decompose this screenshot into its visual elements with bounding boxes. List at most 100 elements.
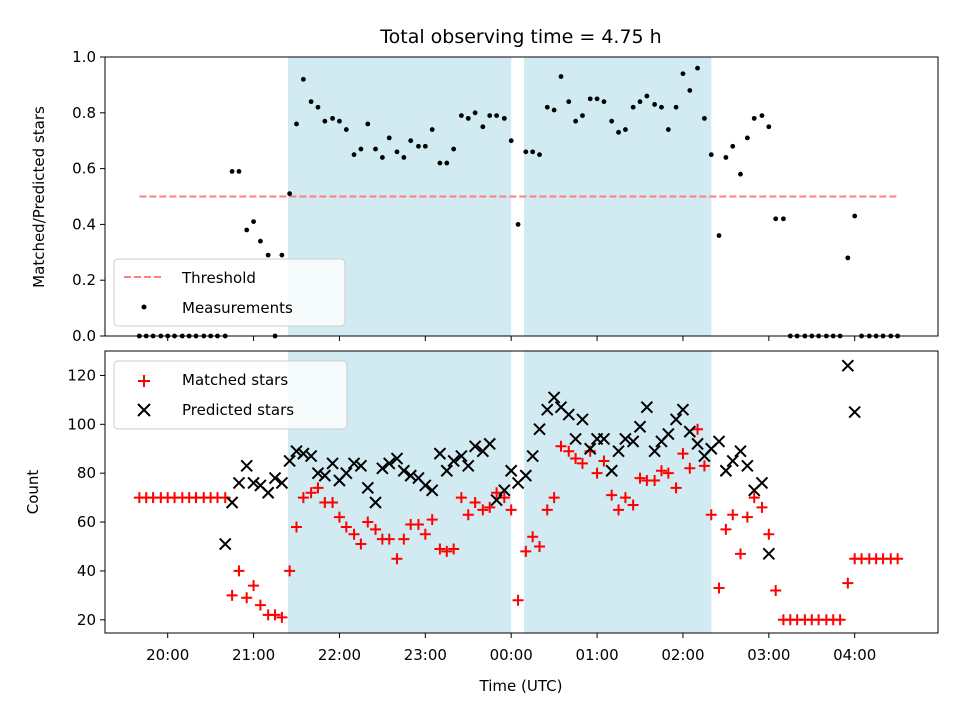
- matched-star-point: [520, 545, 532, 557]
- matched-star-point: [698, 460, 710, 472]
- predicted-star-point: [547, 391, 561, 404]
- measurement-point: [401, 155, 407, 160]
- matched-star-point: [834, 614, 846, 626]
- matched-star-point: [670, 482, 682, 494]
- y-tick-label: 120: [67, 366, 96, 384]
- matched-star-point: [412, 519, 424, 531]
- predicted-star-point: [326, 457, 339, 470]
- matched-star-point: [333, 511, 345, 523]
- measurement-point: [236, 168, 242, 174]
- predicted-star-point: [397, 464, 411, 477]
- predicted-star-point: [219, 537, 232, 551]
- measurement-point: [751, 115, 757, 121]
- measurement-point: [416, 143, 421, 149]
- measurement-point: [287, 191, 293, 197]
- matched-star-point: [634, 472, 646, 484]
- measurement-point: [444, 160, 450, 166]
- predicted-star-point: [455, 449, 468, 463]
- matched-star-point: [434, 543, 446, 555]
- bottom-plot-frame: [104, 350, 939, 634]
- y-tick-label: 100: [67, 415, 96, 433]
- matched-star-point: [705, 509, 717, 521]
- predicted-star-point: [283, 454, 296, 468]
- measurement-point: [601, 99, 607, 105]
- measurement-point: [730, 143, 736, 149]
- measurement-point: [358, 146, 364, 152]
- chart-title: Total observing time = 4.75 h: [379, 26, 661, 48]
- observing-window-2: [524, 351, 712, 633]
- legend-predicted-swatch: [137, 403, 151, 417]
- predicted-star-point: [383, 457, 396, 470]
- matched-star-point: [241, 592, 253, 604]
- matched-star-point: [606, 489, 618, 501]
- measurement-point: [501, 115, 507, 121]
- predicted-star-point: [347, 457, 361, 470]
- matched-star-point: [233, 565, 245, 577]
- measurement-point: [451, 146, 457, 152]
- matched-star-point: [619, 492, 631, 504]
- measurement-point: [515, 222, 521, 227]
- matched-star-point: [348, 528, 360, 540]
- predicted-star-point: [225, 496, 239, 509]
- predicted-star-point: [462, 459, 475, 473]
- matched-star-point: [741, 511, 753, 523]
- bottom-legend-box: [113, 360, 348, 430]
- predicted-star-point: [541, 403, 554, 416]
- predicted-star-point: [340, 466, 353, 480]
- measurement-point: [523, 149, 529, 155]
- measurement-point: [665, 127, 671, 132]
- predicted-star-point: [354, 459, 368, 473]
- matched-star-point: [340, 521, 352, 533]
- top-legend-box: [113, 258, 346, 327]
- predicted-star-point: [304, 449, 318, 463]
- predicted-star-point: [762, 547, 776, 561]
- legend-matched-label: Matched stars: [182, 371, 288, 389]
- matched-star-point: [484, 501, 496, 513]
- predicted-star-point: [526, 449, 539, 463]
- measurement-point: [708, 152, 714, 158]
- predicted-star-point: [240, 459, 253, 473]
- predicted-star-point: [626, 435, 640, 448]
- matched-star-point: [383, 533, 395, 545]
- measurement-point: [609, 118, 615, 124]
- legend-measurements-swatch: [141, 304, 147, 310]
- measurement-point: [429, 127, 435, 132]
- matched-star-point: [692, 423, 704, 435]
- x-tick-label: 20:00: [146, 646, 189, 664]
- predicted-star-point: [419, 479, 432, 492]
- matched-star-point: [763, 528, 775, 540]
- legend-threshold-label: Threshold: [181, 269, 256, 287]
- predicted-star-point: [605, 464, 618, 477]
- measurement-point: [759, 113, 765, 118]
- measurement-point: [594, 96, 600, 102]
- predicted-star-point: [669, 413, 683, 426]
- bottom-panel: 20 40 60 80 100 120 20:00 21:00 22:00 23:00 00:00…: [24, 350, 939, 695]
- legend-predicted-label: Predicted stars: [182, 401, 294, 419]
- predicted-star-point: [361, 481, 374, 495]
- matched-star-point: [269, 609, 281, 621]
- predicted-star-point: [369, 496, 382, 509]
- measurement-point: [315, 104, 321, 110]
- predicted-star-point: [583, 442, 597, 455]
- measurement-point: [386, 135, 392, 141]
- matched-star-point: [534, 540, 546, 552]
- matched-star-point: [563, 445, 575, 457]
- y-tick-label: 0.4: [72, 215, 96, 233]
- legend-matched-swatch: [138, 375, 150, 387]
- predicted-star-point: [612, 444, 625, 458]
- matched-star-point: [548, 492, 560, 504]
- predicted-star-point: [841, 359, 855, 372]
- predicted-star-point: [597, 432, 611, 446]
- measurement-point: [644, 93, 650, 99]
- measurement-point: [551, 107, 557, 113]
- measurement-point: [716, 233, 722, 238]
- matched-star-point: [291, 521, 303, 533]
- matched-star-point: [541, 504, 553, 516]
- measurement-point: [544, 104, 550, 110]
- matched-star-point: [756, 501, 768, 513]
- predicted-star-point: [519, 469, 533, 482]
- y-tick-label: 60: [77, 513, 96, 531]
- predicted-star-point: [619, 432, 632, 446]
- predicted-star-point: [232, 476, 246, 490]
